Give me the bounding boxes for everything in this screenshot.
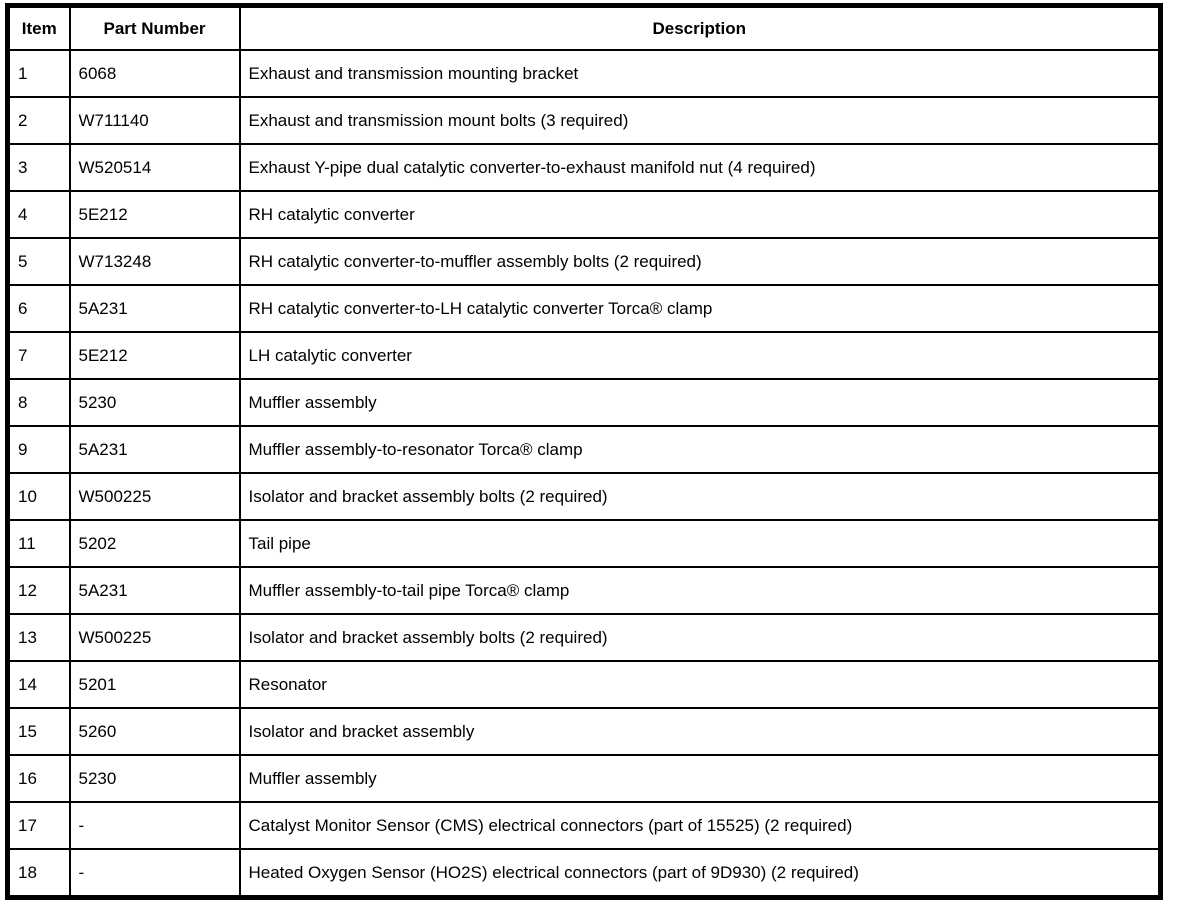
table-row: 8 5230 Muffler assembly	[6, 378, 1162, 427]
item-cell: 6	[6, 284, 71, 333]
item-cell: 8	[6, 378, 71, 427]
part-number-cell: W520514	[68, 143, 241, 192]
table-row: 4 5E212 RH catalytic converter	[6, 190, 1162, 239]
table-row: 10 W500225 Isolator and bracket assembly b…	[6, 472, 1162, 521]
table-row: 7 5E212 LH catalytic converter	[6, 331, 1162, 380]
part-number-cell: 6068	[68, 49, 241, 98]
item-cell: 15	[6, 707, 71, 756]
table-row: 3 W520514 Exhaust Y-pipe dual catalytic co…	[6, 143, 1162, 192]
header-description: Description	[238, 4, 1162, 51]
part-number-cell: -	[68, 801, 241, 850]
item-cell: 14	[6, 660, 71, 709]
item-cell: 4	[6, 190, 71, 239]
header-item: Item	[6, 4, 71, 51]
part-number-cell: 5E212	[68, 331, 241, 380]
table-row: 1 6068 Exhaust and transmission mounting b…	[6, 49, 1162, 98]
description-cell: Heated Oxygen Sensor (HO2S) electrical c…	[238, 848, 1162, 899]
item-cell: 13	[6, 613, 71, 662]
description-cell: RH catalytic converter-to-muffler assemb…	[238, 237, 1162, 286]
item-cell: 16	[6, 754, 71, 803]
item-cell: 5	[6, 237, 71, 286]
table-row: 17- Catalyst Monitor Sensor (CMS) electri…	[6, 801, 1162, 850]
header-row: Item Part Number Description	[6, 4, 1162, 51]
item-cell: 2	[6, 96, 71, 145]
table-row: 11 5202 Tail pipe	[6, 519, 1162, 568]
part-number-cell: 5201	[68, 660, 241, 709]
part-number-cell: 5A231	[68, 425, 241, 474]
description-cell: Muffler assembly-to-tail pipe Torca® cla…	[238, 566, 1162, 615]
description-cell: Isolator and bracket assembly	[238, 707, 1162, 756]
part-number-cell: -	[68, 848, 241, 899]
part-number-cell: 5A231	[68, 566, 241, 615]
header-part-number: Part Number	[68, 4, 241, 51]
part-number-cell: 5230	[68, 754, 241, 803]
part-number-cell: 5202	[68, 519, 241, 568]
item-cell: 11	[6, 519, 71, 568]
description-cell: Muffler assembly-to-resonator Torca® cla…	[238, 425, 1162, 474]
parts-table-body: 1 6068 Exhaust and transmission mounting b…	[6, 49, 1162, 899]
table-row: 15 5260 Isolator and bracket assembly	[6, 707, 1162, 756]
parts-table: Item Part Number Description 1 6068 Exhaus…	[5, 3, 1163, 900]
table-row: 6 5A231 RH catalytic converter-to-LH catal…	[6, 284, 1162, 333]
item-cell: 1	[6, 49, 71, 98]
table-row: 9 5A231 Muffler assembly-to-resonator Torc…	[6, 425, 1162, 474]
item-cell: 3	[6, 143, 71, 192]
part-number-cell: 5E212	[68, 190, 241, 239]
description-cell: Isolator and bracket assembly bolts (2 r…	[238, 613, 1162, 662]
table-row: 18- Heated Oxygen Sensor (HO2S) electrica…	[6, 848, 1162, 899]
description-cell: RH catalytic converter-to-LH catalytic c…	[238, 284, 1162, 333]
description-cell: Exhaust and transmission mounting bracke…	[238, 49, 1162, 98]
table-row: 12 5A231 Muffler assembly-to-tail pipe Tor…	[6, 566, 1162, 615]
part-number-cell: 5260	[68, 707, 241, 756]
part-number-cell: W500225	[68, 613, 241, 662]
description-cell: LH catalytic converter	[238, 331, 1162, 380]
item-cell: 10	[6, 472, 71, 521]
part-number-cell: W500225	[68, 472, 241, 521]
item-cell: 9	[6, 425, 71, 474]
description-cell: Exhaust and transmission mount bolts (3 …	[238, 96, 1162, 145]
description-cell: Exhaust Y-pipe dual catalytic converter-…	[238, 143, 1162, 192]
table-row: 2 W711140 Exhaust and transmission mount b…	[6, 96, 1162, 145]
part-number-cell: 5230	[68, 378, 241, 427]
part-number-cell: W711140	[68, 96, 241, 145]
description-cell: Tail pipe	[238, 519, 1162, 568]
table-row: 13 W500225 Isolator and bracket assembly b…	[6, 613, 1162, 662]
part-number-cell: 5A231	[68, 284, 241, 333]
part-number-cell: W713248	[68, 237, 241, 286]
item-cell: 17	[6, 801, 71, 850]
item-cell: 12	[6, 566, 71, 615]
table-row: 16 5230 Muffler assembly	[6, 754, 1162, 803]
item-cell: 7	[6, 331, 71, 380]
table-row: 5 W713248 RH catalytic converter-to-muffle…	[6, 237, 1162, 286]
description-cell: Muffler assembly	[238, 378, 1162, 427]
description-cell: RH catalytic converter	[238, 190, 1162, 239]
item-cell: 18	[6, 848, 71, 899]
description-cell: Isolator and bracket assembly bolts (2 r…	[238, 472, 1162, 521]
description-cell: Resonator	[238, 660, 1162, 709]
description-cell: Catalyst Monitor Sensor (CMS) electrical…	[238, 801, 1162, 850]
description-cell: Muffler assembly	[238, 754, 1162, 803]
table-row: 14 5201 Resonator	[6, 660, 1162, 709]
